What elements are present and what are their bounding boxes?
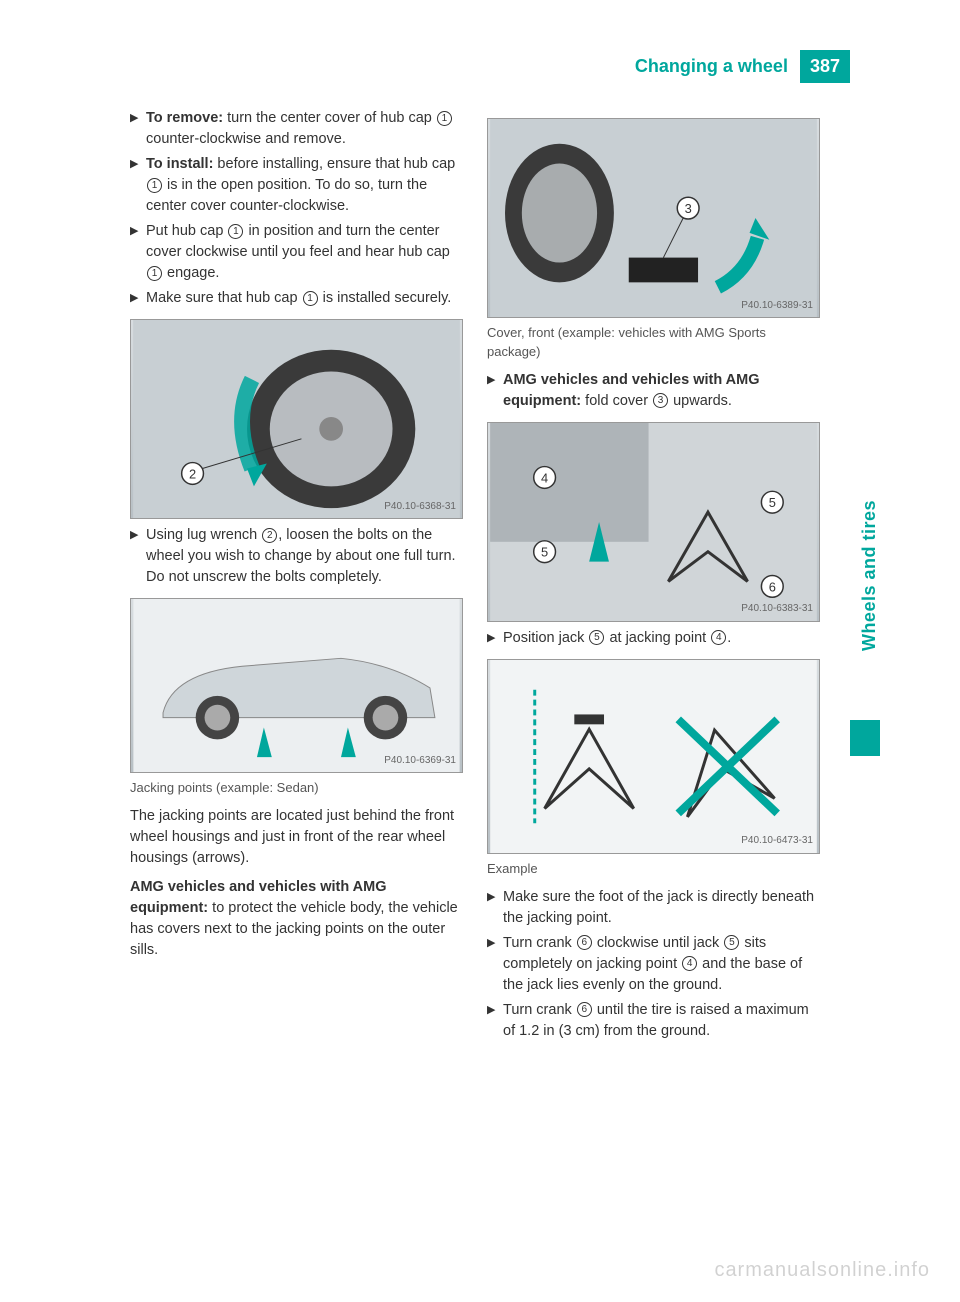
- paragraph: AMG vehicles and vehicles with AMG equip…: [130, 877, 463, 961]
- figure-jack-position: 4 5 5 6 P40.10-6383-31: [487, 422, 820, 622]
- step-arrow-icon: ▶: [130, 154, 146, 217]
- ref-marker: 1: [147, 266, 162, 281]
- ref-marker: 4: [682, 956, 697, 971]
- step-item: ▶ Make sure that hub cap 1 is installed …: [130, 288, 463, 309]
- step-text: Using lug wrench 2, loosen the bolts on …: [146, 525, 463, 588]
- svg-text:5: 5: [541, 544, 548, 559]
- figure-jack-example: P40.10-6473-31: [487, 659, 820, 854]
- svg-text:4: 4: [541, 470, 548, 485]
- section-tab-marker: [850, 720, 880, 756]
- figure-caption: Cover, front (example: vehicles with AMG…: [487, 324, 820, 362]
- left-column: ▶ To remove: turn the center cover of hu…: [130, 108, 463, 1202]
- step-arrow-icon: ▶: [130, 525, 146, 588]
- figure-label: P40.10-6369-31: [384, 754, 456, 769]
- figure-label: P40.10-6368-31: [384, 500, 456, 515]
- jack-correct-wrong: [488, 660, 819, 853]
- step-item: ▶ Position jack 5 at jacking point 4.: [487, 628, 820, 649]
- content-area: ▶ To remove: turn the center cover of hu…: [130, 108, 820, 1202]
- ref-marker: 1: [228, 224, 243, 239]
- step-text: To remove: turn the center cover of hub …: [146, 108, 463, 150]
- section-tab: Wheels and tires: [859, 500, 880, 651]
- step-item: ▶ To install: before installing, ensure …: [130, 154, 463, 217]
- right-column: 3 P40.10-6389-31 Cover, front (example: …: [487, 108, 820, 1202]
- figure-jacking-points: P40.10-6369-31: [130, 598, 463, 773]
- figure-wheel-lug: 2 P40.10-6368-31: [130, 319, 463, 519]
- jack-illustration: 4 5 5 6: [488, 423, 819, 621]
- page-number: 387: [800, 50, 850, 83]
- ref-marker: 1: [303, 291, 318, 306]
- cover-illustration: 3: [488, 119, 819, 317]
- svg-text:5: 5: [769, 495, 776, 510]
- ref-marker: 4: [711, 630, 726, 645]
- page-header: Changing a wheel 387: [635, 50, 850, 83]
- step-item: ▶ To remove: turn the center cover of hu…: [130, 108, 463, 150]
- step-text: Position jack 5 at jacking point 4.: [503, 628, 820, 649]
- figure-label: P40.10-6383-31: [741, 602, 813, 617]
- step-arrow-icon: ▶: [130, 221, 146, 284]
- wheel-illustration: 2: [131, 320, 462, 518]
- watermark: carmanualsonline.info: [714, 1259, 930, 1282]
- ref-marker: 5: [589, 630, 604, 645]
- step-arrow-icon: ▶: [487, 1000, 503, 1042]
- step-arrow-icon: ▶: [487, 887, 503, 929]
- step-item: ▶ Turn crank 6 until the tire is raised …: [487, 1000, 820, 1042]
- step-arrow-icon: ▶: [487, 628, 503, 649]
- step-item: ▶ Make sure the foot of the jack is dire…: [487, 887, 820, 929]
- ref-marker: 1: [437, 111, 452, 126]
- ref-marker: 1: [147, 178, 162, 193]
- step-text: Put hub cap 1 in position and turn the c…: [146, 221, 463, 284]
- ref-marker: 5: [724, 935, 739, 950]
- sedan-illustration: [131, 599, 462, 772]
- svg-text:6: 6: [769, 579, 776, 594]
- step-text: Make sure the foot of the jack is direct…: [503, 887, 820, 929]
- step-text: Make sure that hub cap 1 is installed se…: [146, 288, 463, 309]
- ref-marker: 6: [577, 1002, 592, 1017]
- step-item: ▶ Put hub cap 1 in position and turn the…: [130, 221, 463, 284]
- ref-marker: 2: [262, 528, 277, 543]
- step-arrow-icon: ▶: [487, 370, 503, 412]
- step-arrow-icon: ▶: [487, 933, 503, 996]
- step-arrow-icon: ▶: [130, 288, 146, 309]
- figure-label: P40.10-6389-31: [741, 299, 813, 314]
- header-title: Changing a wheel: [635, 56, 788, 77]
- step-item: ▶ Using lug wrench 2, loosen the bolts o…: [130, 525, 463, 588]
- figure-cover-front: 3 P40.10-6389-31: [487, 118, 820, 318]
- step-item: ▶ Turn crank 6 clockwise until jack 5 si…: [487, 933, 820, 996]
- svg-text:3: 3: [685, 201, 692, 216]
- step-item: ▶ AMG vehicles and vehicles with AMG equ…: [487, 370, 820, 412]
- figure-caption: Example: [487, 860, 820, 879]
- step-text: Turn crank 6 until the tire is raised a …: [503, 1000, 820, 1042]
- figure-label: P40.10-6473-31: [741, 834, 813, 849]
- step-text: To install: before installing, ensure th…: [146, 154, 463, 217]
- step-text: Turn crank 6 clockwise until jack 5 sits…: [503, 933, 820, 996]
- figure-caption: Jacking points (example: Sedan): [130, 779, 463, 798]
- paragraph: The jacking points are located just behi…: [130, 806, 463, 869]
- ref-marker: 6: [577, 935, 592, 950]
- ref-marker: 3: [653, 393, 668, 408]
- step-arrow-icon: ▶: [130, 108, 146, 150]
- svg-text:2: 2: [189, 467, 196, 482]
- step-text: AMG vehicles and vehicles with AMG equip…: [503, 370, 820, 412]
